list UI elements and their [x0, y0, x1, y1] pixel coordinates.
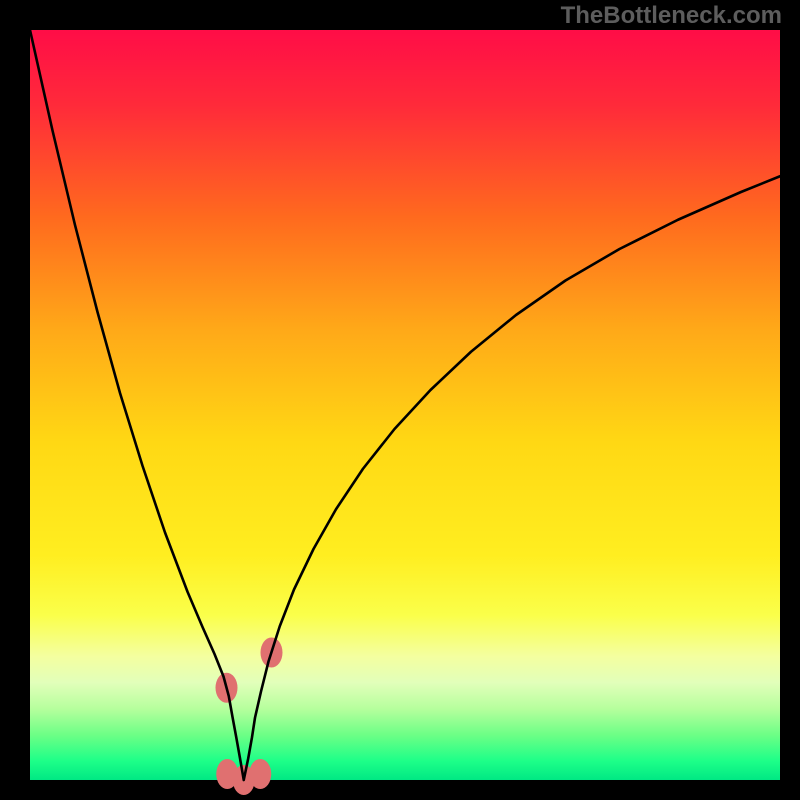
chart-svg [0, 0, 800, 800]
plot-background [30, 30, 780, 780]
curve-marker [249, 759, 271, 789]
watermark-text: TheBottleneck.com [561, 2, 782, 30]
